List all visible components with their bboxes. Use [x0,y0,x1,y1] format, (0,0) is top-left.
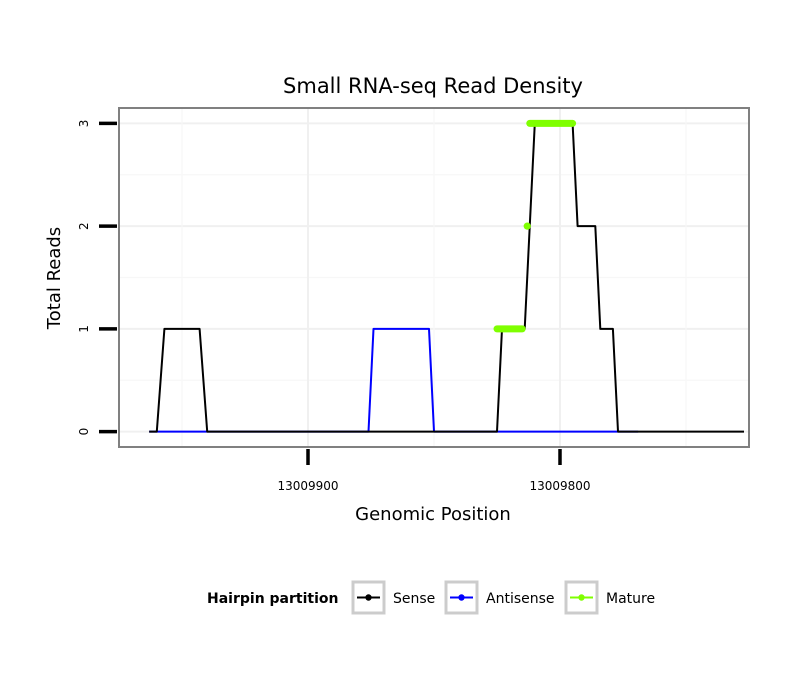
y-axis: 0 1 2 3 [77,120,117,436]
y-tick-label: 3 [77,120,91,128]
chart-title: Small RNA-seq Read Density [283,74,583,98]
legend-key-point-antisense [458,594,465,601]
plot-frame [118,107,750,448]
series-mature-point [523,222,531,230]
y-tick-label: 0 [77,428,91,436]
x-tick-label: 13009900 [277,479,338,493]
grid [119,108,749,447]
legend-label-sense: Sense [393,591,435,607]
legend-label-mature: Mature [606,591,655,607]
y-axis-title: Total Reads [44,227,65,330]
legend-items: Sense Antisense Mature [351,580,655,615]
y-tick-label: 1 [77,325,91,333]
x-tick-label: 13009800 [529,479,590,493]
legend-label-antisense: Antisense [486,591,555,607]
x-axis-title: Genomic Position [355,504,511,525]
legend: Hairpin partition Sense Antisense Mature [207,580,655,615]
series-layer [149,119,744,433]
x-axis: 13009900 13009800 [277,449,591,493]
legend-key-point-sense [365,594,372,601]
legend-title: Hairpin partition [207,591,338,607]
y-tick-label: 2 [77,222,91,230]
legend-key-point-mature [578,594,585,601]
